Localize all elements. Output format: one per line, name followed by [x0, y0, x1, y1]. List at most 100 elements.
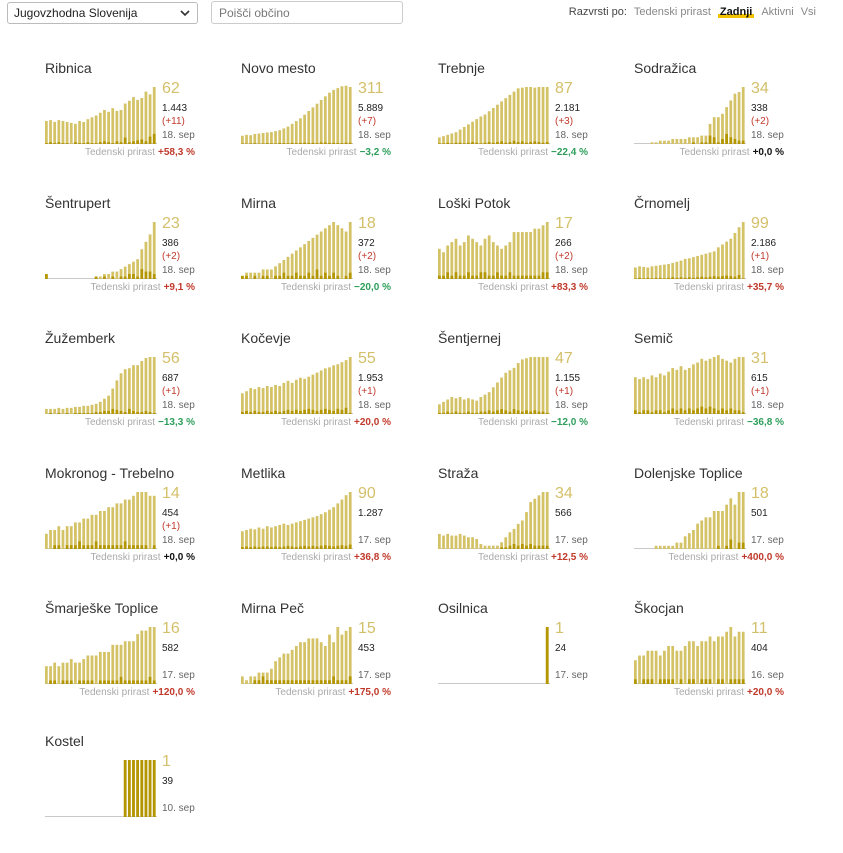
daily-cases-bar — [496, 410, 499, 414]
daily-cases-bar — [671, 277, 674, 279]
daily-cases-bar — [287, 410, 290, 414]
weekly-growth: Tedenski prirast+9,1 % — [91, 282, 195, 293]
active-cases-bar — [663, 651, 666, 684]
sort-option-all[interactable]: Vsi — [801, 6, 816, 18]
active-cases-bar — [475, 539, 478, 549]
daily-cases-bar — [638, 278, 641, 279]
daily-cases-bar — [742, 278, 745, 279]
daily-cases-bar — [332, 676, 335, 684]
active-cases-bar — [721, 359, 724, 414]
daily-cases-bar — [140, 269, 143, 279]
sort-option-latest[interactable]: Zadnji — [718, 6, 754, 18]
municipality-name: Ribnica — [45, 60, 92, 76]
daily-cases-bar — [78, 541, 81, 549]
daily-increase: (+2) — [358, 251, 376, 262]
active-cases-bar — [446, 135, 449, 144]
daily-cases-bar — [145, 272, 148, 279]
daily-cases-bar — [78, 143, 81, 144]
daily-cases-bar — [642, 410, 645, 414]
daily-cases-bar — [291, 546, 294, 549]
daily-cases-bar — [303, 546, 306, 549]
weekly-growth-value: +12,5 % — [551, 552, 588, 563]
active-cases-bar — [438, 404, 441, 414]
daily-cases-bar — [153, 134, 156, 144]
active-cases-bar — [734, 637, 737, 685]
last-update-date: 18. sep — [751, 130, 784, 141]
active-cases-bar — [107, 652, 110, 684]
cumulative-count: 5.889 — [358, 103, 383, 114]
sort-option-active[interactable]: Aktivni — [761, 6, 793, 18]
active-cases-bar — [484, 115, 487, 144]
sort-option-weekly[interactable]: Tedenski prirast — [634, 6, 711, 18]
active-cases-bar — [258, 527, 261, 549]
active-cases-bar — [459, 245, 462, 279]
daily-cases-bar — [332, 273, 335, 279]
daily-cases-bar — [538, 546, 541, 549]
active-cases-bar — [128, 368, 131, 414]
daily-cases-bar — [120, 142, 123, 144]
active-cases-bar — [78, 407, 81, 414]
active-cases-bar — [663, 265, 666, 279]
daily-cases-bar — [49, 142, 52, 144]
active-cases-bar — [675, 139, 678, 144]
daily-cases-bar — [291, 143, 294, 144]
daily-cases-bar — [62, 143, 65, 144]
weekly-growth-value: −12,0 % — [551, 417, 588, 428]
daily-cases-bar — [111, 143, 114, 144]
active-cases-bar — [328, 635, 331, 684]
cumulative-count: 404 — [751, 643, 768, 654]
daily-cases-bar — [663, 679, 666, 684]
daily-increase: (+1) — [162, 386, 180, 397]
active-cases-bar — [345, 86, 348, 144]
daily-cases-bar — [270, 143, 273, 144]
daily-cases-bar — [140, 412, 143, 414]
daily-cases-bar — [258, 547, 261, 549]
daily-cases-bar — [278, 680, 281, 684]
daily-cases-bar — [671, 679, 674, 684]
active-cases-bar — [500, 101, 503, 144]
active-cases-bar — [533, 88, 536, 144]
search-input[interactable] — [211, 1, 403, 24]
region-select[interactable]: Jugovzhodna Slovenija — [7, 2, 198, 24]
cumulative-count: 2.186 — [751, 238, 776, 249]
active-cases-bar — [492, 546, 495, 549]
daily-cases-bar — [128, 760, 131, 817]
daily-cases-bar — [82, 143, 85, 144]
daily-cases-bar — [738, 275, 741, 279]
active-cases-bar — [542, 357, 545, 414]
daily-cases-bar — [45, 143, 48, 144]
weekly-growth-label: Tedenski prirast — [668, 552, 738, 563]
daily-cases-bar — [734, 679, 737, 684]
active-cases-bar — [509, 95, 512, 144]
daily-cases-bar — [717, 277, 720, 279]
daily-cases-bar — [667, 410, 670, 414]
daily-cases-bar — [717, 679, 720, 684]
daily-cases-bar — [241, 143, 244, 144]
active-cases-bar — [504, 537, 507, 549]
active-cases-bar — [651, 651, 654, 684]
daily-cases-bar — [467, 272, 470, 279]
active-cases-bar — [525, 358, 528, 414]
daily-cases-bar — [721, 276, 724, 279]
